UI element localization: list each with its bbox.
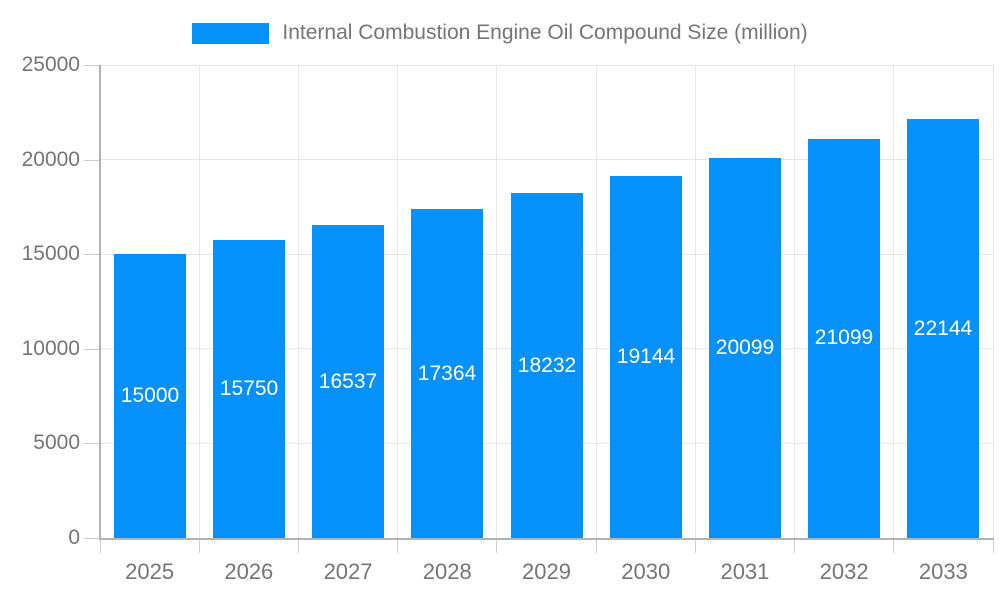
x-tick [992,538,994,553]
x-tick [595,538,597,553]
y-tick-label: 5000 [33,431,80,455]
x-tick [297,538,299,553]
x-tick-label: 2030 [621,559,671,584]
bar: 21099 [808,138,880,538]
bar-value-label: 19144 [616,344,676,368]
y-tick-label: 0 [68,526,80,549]
bar-value-label: 22144 [913,316,973,340]
x-tick-label: 2025 [125,559,175,584]
x-tick-label: 2026 [224,559,274,584]
legend-label: Internal Combustion Engine Oil Compound … [282,21,808,44]
bar: 15750 [213,240,285,538]
bar-value-label: 15000 [120,384,180,408]
legend: Internal Combustion Engine Oil Compound … [0,18,1000,48]
x-tick [496,538,498,553]
x-gridline [297,65,299,538]
bar-value-label: 21099 [814,326,874,350]
bar-value-label: 15750 [219,376,279,400]
y-tick-label: 15000 [21,242,80,266]
y-tick-label: 10000 [21,336,80,360]
x-gridline [694,65,696,538]
x-tick [893,538,895,553]
x-tick-label: 2028 [422,559,472,584]
x-tick [99,538,101,553]
x-gridline [595,65,597,538]
x-tick-label: 2029 [522,559,571,584]
x-gridline [992,65,994,538]
bar: 16537 [312,225,384,538]
bar: 15000 [114,254,186,538]
x-gridline [893,65,895,538]
x-tick-label: 2033 [918,559,968,584]
x-gridline [794,65,796,538]
x-tick [794,538,796,553]
x-tick-label: 2032 [819,559,869,584]
x-tick [397,538,399,553]
x-tick-label: 2031 [720,559,770,584]
y-tick [84,254,100,256]
bar: 17364 [411,209,483,538]
y-tick [84,159,100,161]
x-gridline [198,65,200,538]
bar: 20099 [709,157,781,538]
y-tick [84,538,100,539]
bar: 22144 [907,119,979,538]
x-gridline [397,65,399,538]
y-gridline [100,64,993,66]
y-tick [84,348,100,350]
y-tick [84,443,100,445]
bar-value-label: 18232 [517,353,577,377]
x-tick [198,538,200,553]
bar-value-label: 17364 [417,361,477,385]
y-axis-line [99,65,101,538]
bar: 19144 [610,175,682,538]
y-tick-label: 20000 [21,147,80,171]
legend-swatch [192,22,270,44]
y-gridline [100,159,993,161]
bar-value-label: 20099 [715,335,775,359]
bar: 18232 [511,193,583,538]
x-gridline [496,65,498,538]
x-axis-line [99,538,994,540]
y-tick [84,65,100,66]
x-tick [694,538,696,553]
x-tick-label: 2027 [323,559,373,584]
bar-value-label: 16537 [318,369,378,393]
y-tick-label: 25000 [21,53,80,76]
